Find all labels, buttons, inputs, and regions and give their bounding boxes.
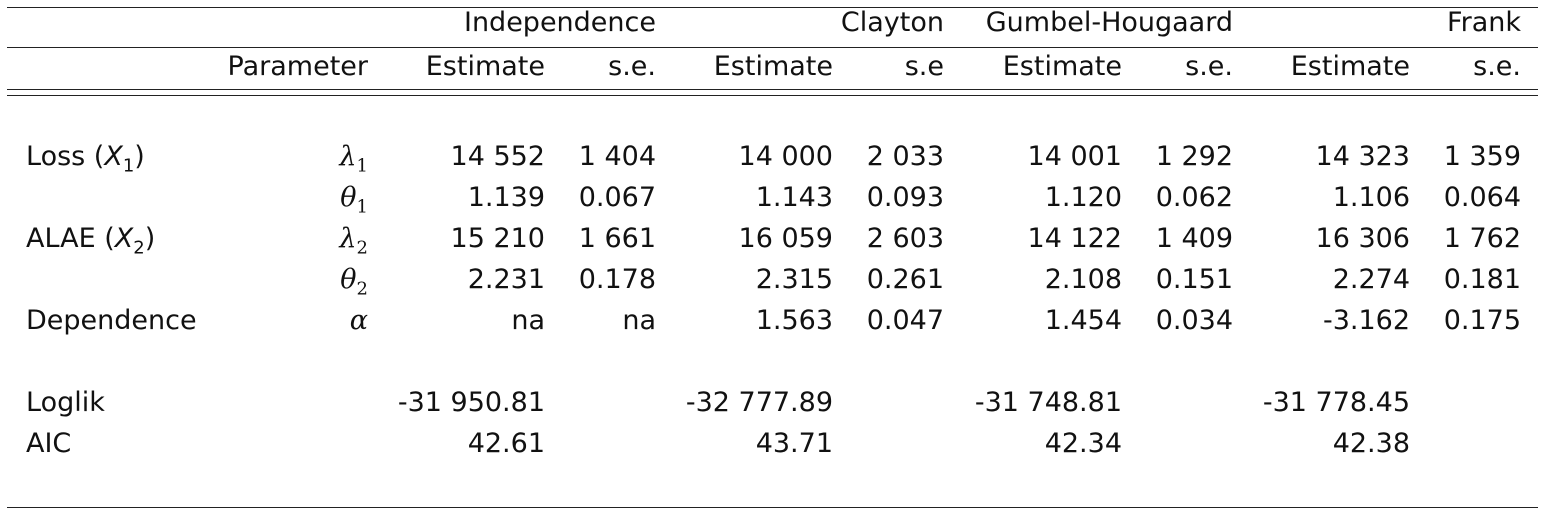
table-cell: 14 552 (450, 141, 545, 172)
table-cell: 15 210 (450, 223, 545, 254)
table-cell: 1.563 (755, 305, 833, 336)
subheader-parameter: Parameter (227, 51, 368, 82)
table-cell: 2 603 (866, 223, 944, 254)
header-frank: Frank (1447, 7, 1521, 38)
header-clayton: Clayton (840, 7, 944, 38)
summary-label: AIC (26, 428, 72, 459)
summary-label: Loglik (26, 387, 105, 418)
table-cell: 0.175 (1443, 305, 1521, 336)
table-cell: 2.315 (755, 264, 833, 295)
table-cell: 1.120 (1044, 182, 1122, 213)
table-cell: na (511, 305, 545, 336)
subheader-rule-1 (7, 89, 1538, 90)
header-gumbel-hougaard: Gumbel-Hougaard (985, 7, 1233, 38)
table-cell: 2 033 (866, 141, 944, 172)
table-cell: 1 292 (1155, 141, 1233, 172)
table-cell: 1 762 (1443, 223, 1521, 254)
table-cell: -3.162 (1322, 305, 1410, 336)
table-cell: 0.047 (866, 305, 944, 336)
table-cell: 0.093 (866, 182, 944, 213)
table-cell: 0.178 (578, 264, 656, 295)
subheader-se-clayton: s.e (904, 51, 944, 82)
table-cell: 0.034 (1155, 305, 1233, 336)
table-cell: 2.231 (467, 264, 545, 295)
header-rule (7, 47, 1538, 48)
subheader-rule-2 (7, 95, 1538, 96)
header-independence: Independence (463, 7, 656, 38)
table-cell: 14 122 (1027, 223, 1122, 254)
subheader-estimate-frank: Estimate (1290, 51, 1410, 82)
table-cell: 0.067 (578, 182, 656, 213)
table-cell: 1 404 (578, 141, 656, 172)
table-cell: 2.274 (1332, 264, 1410, 295)
row-label: Loss (X1) (26, 141, 145, 177)
summary-cell: 43.71 (755, 428, 833, 459)
table-cell: 16 306 (1315, 223, 1410, 254)
row-label: ALAE (X2) (26, 223, 156, 259)
summary-cell: -31 748.81 (974, 387, 1122, 418)
parameter-symbol: α (349, 305, 368, 336)
top-rule (7, 7, 1538, 8)
table-cell: 2.108 (1044, 264, 1122, 295)
subheader-se-frank: s.e. (1473, 51, 1521, 82)
parameter-symbol: λ1 (339, 141, 368, 177)
subheader-estimate-clayton: Estimate (713, 51, 833, 82)
table-cell: 14 001 (1027, 141, 1122, 172)
table-cell: 14 000 (738, 141, 833, 172)
summary-cell: -31 778.45 (1262, 387, 1410, 418)
subheader-estimate-independence: Estimate (425, 51, 545, 82)
table-cell: 1.454 (1044, 305, 1122, 336)
table-cell: 1.139 (467, 182, 545, 213)
bottom-rule (7, 507, 1538, 508)
parameter-symbol: λ2 (339, 223, 368, 259)
subheader-se-independence: s.e. (608, 51, 656, 82)
table-cell: 0.151 (1155, 264, 1233, 295)
summary-cell: 42.61 (467, 428, 545, 459)
table-cell: 0.064 (1443, 182, 1521, 213)
summary-cell: -32 777.89 (685, 387, 833, 418)
summary-cell: 42.34 (1044, 428, 1122, 459)
subheader-se-gumbel: s.e. (1185, 51, 1233, 82)
table-cell: 1 359 (1443, 141, 1521, 172)
summary-cell: -31 950.81 (397, 387, 545, 418)
subheader-estimate-gumbel: Estimate (1002, 51, 1122, 82)
table-cell: 0.062 (1155, 182, 1233, 213)
table-cell: 1 409 (1155, 223, 1233, 254)
table-cell: na (622, 305, 656, 336)
table-cell: 1.106 (1332, 182, 1410, 213)
row-label: Dependence (26, 305, 197, 336)
parameter-symbol: θ1 (340, 182, 368, 218)
table-cell: 0.181 (1443, 264, 1521, 295)
table-cell: 1.143 (755, 182, 833, 213)
table-cell: 14 323 (1315, 141, 1410, 172)
table-cell: 1 661 (578, 223, 656, 254)
parameter-symbol: θ2 (340, 264, 368, 300)
summary-cell: 42.38 (1332, 428, 1410, 459)
table-cell: 16 059 (738, 223, 833, 254)
table-cell: 0.261 (866, 264, 944, 295)
